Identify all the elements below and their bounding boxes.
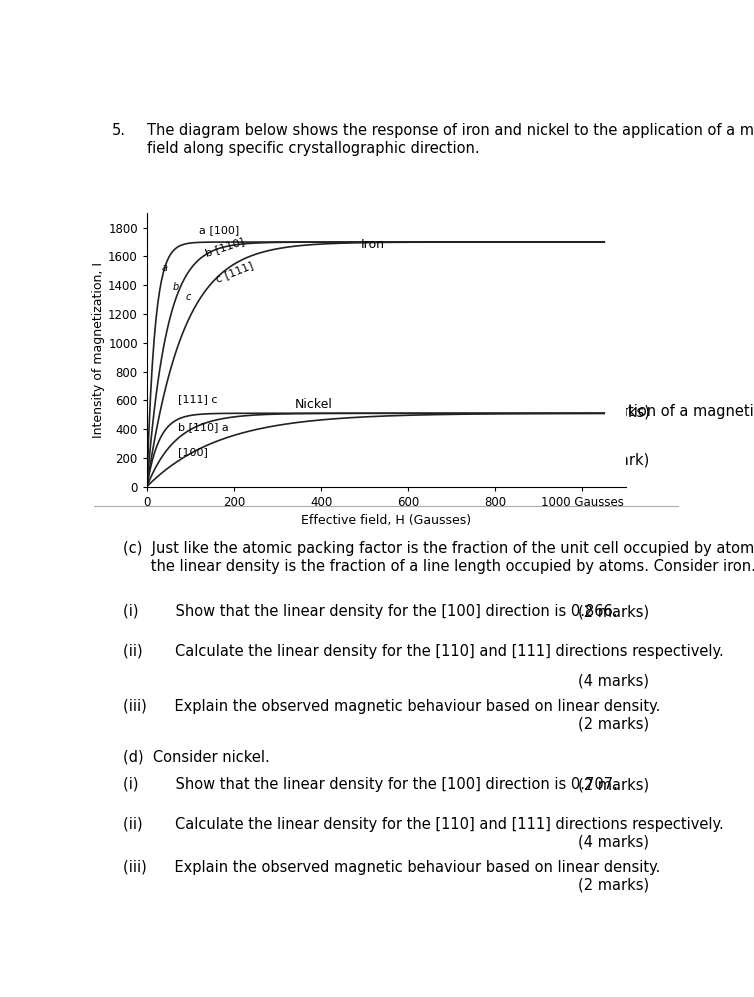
- Text: (d)  Consider nickel.: (d) Consider nickel.: [124, 750, 270, 765]
- Text: (a)  For both iron and nickel, comment on the response to application of a magne: (a) For both iron and nickel, comment on…: [147, 404, 754, 437]
- Text: The diagram below shows the response of iron and nickel to the application of a : The diagram below shows the response of …: [147, 124, 754, 156]
- Text: (3 marks): (3 marks): [578, 404, 649, 420]
- Text: (c)  Just like the atomic packing factor is the fraction of the unit cell occupi: (c) Just like the atomic packing factor …: [124, 541, 754, 573]
- Text: (2 marks): (2 marks): [578, 778, 649, 793]
- Text: (2 marks): (2 marks): [578, 604, 649, 619]
- Text: (iii)      Explain the observed magnetic behaviour based on linear density.: (iii) Explain the observed magnetic beha…: [124, 859, 661, 874]
- Text: (4 marks): (4 marks): [578, 834, 649, 849]
- Text: (4 marks): (4 marks): [578, 673, 649, 688]
- Text: (ii)       Calculate the linear density for the [110] and [111] directions respe: (ii) Calculate the linear density for th…: [124, 817, 725, 831]
- Text: (2 marks): (2 marks): [578, 716, 649, 731]
- Text: (iii)      Explain the observed magnetic behaviour based on linear density.: (iii) Explain the observed magnetic beha…: [124, 699, 661, 714]
- Text: (i)        Show that the linear density for the [100] direction is 0.707.: (i) Show that the linear density for the…: [124, 778, 618, 793]
- Text: (ii)       Calculate the linear density for the [110] and [111] directions respe: (ii) Calculate the linear density for th…: [124, 643, 725, 659]
- Text: (2 marks): (2 marks): [578, 877, 649, 892]
- Text: 5.: 5.: [112, 124, 126, 139]
- Text: (b)  What it the term used for this behaviour in materials?: (b) What it the term used for this behav…: [147, 453, 572, 468]
- Text: (i)        Show that the linear density for the [100] direction is 0.866.: (i) Show that the linear density for the…: [124, 604, 618, 619]
- Text: (1 mark): (1 mark): [586, 453, 649, 468]
